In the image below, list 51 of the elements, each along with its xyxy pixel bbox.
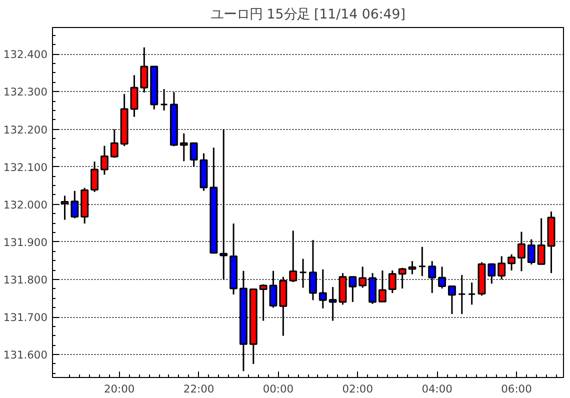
x-tick-label: 22:00: [183, 382, 214, 396]
candlestick: [527, 238, 536, 266]
candlestick: [448, 285, 456, 315]
x-tick-label: 04:00: [422, 382, 453, 396]
x-tick-label: 06:00: [501, 382, 532, 396]
y-tick-label: 131.900: [3, 236, 48, 249]
candlestick: [328, 286, 337, 322]
y-tick-label: 131.800: [3, 273, 48, 286]
candlestick: [308, 239, 317, 301]
candlestick: [388, 270, 396, 294]
x-tick-label: 20:00: [104, 382, 135, 396]
candlestick: [130, 74, 138, 118]
candlestick: [537, 218, 546, 266]
candlestick: [180, 132, 188, 162]
candlestick: [318, 268, 327, 310]
candlestick: [428, 260, 436, 294]
candlestick: [468, 282, 476, 306]
y-tick-label: 131.600: [3, 348, 48, 362]
candlestick: [100, 145, 108, 176]
candlestick: [269, 270, 278, 308]
candlestick: [289, 230, 298, 283]
candlestick: [438, 266, 446, 290]
candlestick: [190, 142, 198, 168]
y-tick-label: 132.100: [3, 160, 48, 174]
candlestick: [418, 246, 426, 277]
candlestick: [160, 88, 168, 112]
candlestick: [517, 231, 526, 272]
candlestick: [498, 255, 506, 280]
candlestick: [378, 270, 386, 302]
candlestick: [299, 258, 308, 288]
candlestick: [358, 266, 367, 288]
candlestick: [458, 274, 466, 315]
candlestick: [398, 267, 406, 290]
candlestick: [110, 128, 118, 159]
y-tick-label: 132.300: [3, 86, 48, 99]
y-tick-label: 132.200: [3, 123, 48, 136]
y-tick-label: 132.400: [3, 48, 48, 62]
x-tick-label: 00:00: [262, 382, 294, 396]
y-tick-label: 131.700: [3, 311, 48, 324]
y-tick-label: 132.000: [3, 198, 48, 212]
candlestick: [348, 276, 357, 303]
chart-title: ユーロ円 15分足 [11/14 06:49]: [210, 8, 406, 22]
candlestick: [408, 260, 416, 275]
candlestick: [259, 284, 268, 322]
candlestick: [90, 160, 99, 193]
x-tick-label: 02:00: [342, 382, 374, 396]
candlestick: [488, 262, 496, 284]
candlestick: [508, 254, 516, 272]
candlestick: [220, 128, 228, 280]
candlestick: [60, 194, 69, 221]
candlestick: [70, 190, 79, 220]
